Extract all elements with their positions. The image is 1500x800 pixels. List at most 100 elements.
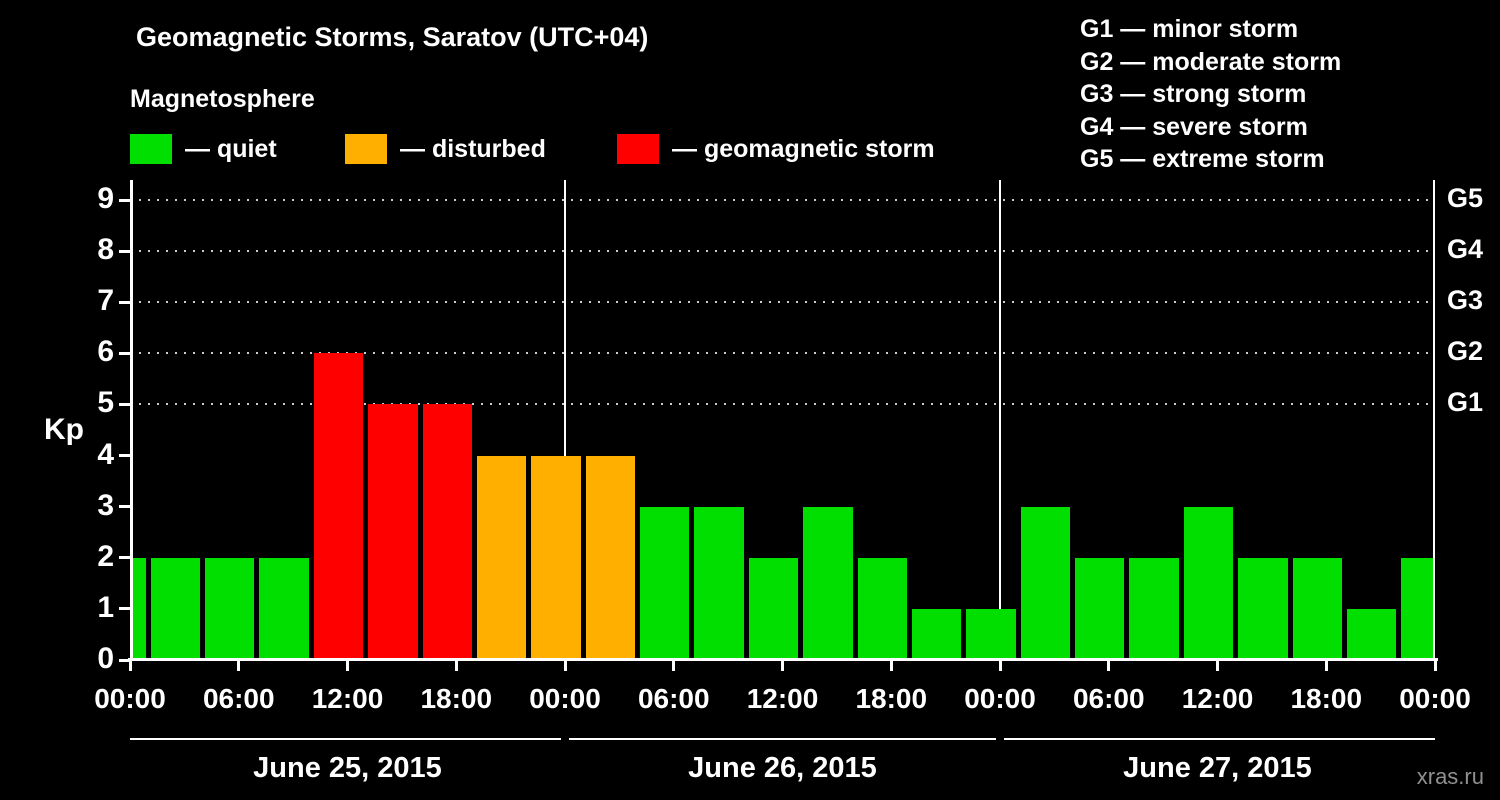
y-axis-tick-label: 9 bbox=[97, 182, 114, 215]
y-axis-tick bbox=[119, 351, 130, 355]
y-axis-tick bbox=[119, 300, 130, 304]
g-legend-item: G5 — extreme storm bbox=[1080, 145, 1325, 173]
kp-bar-quiet bbox=[748, 557, 799, 660]
legend-item-storm: — geomagnetic storm bbox=[617, 133, 935, 165]
kp-bar-quiet bbox=[640, 506, 690, 660]
legend-label-disturbed: — disturbed bbox=[400, 134, 546, 163]
legend-swatch-quiet bbox=[130, 134, 172, 164]
kp-bar-storm bbox=[313, 353, 364, 660]
kp-bar-quiet bbox=[1129, 557, 1179, 660]
kp-bar-quiet bbox=[1075, 557, 1125, 660]
kp-gridline-g4 bbox=[130, 250, 1435, 253]
x-axis-tick bbox=[781, 661, 784, 671]
x-axis-tick bbox=[1324, 661, 1328, 671]
day-boundary-line bbox=[999, 180, 1001, 660]
legend-item-quiet: — quiet bbox=[130, 133, 277, 165]
watermark: xras.ru bbox=[1416, 764, 1484, 789]
y-axis-tick bbox=[119, 505, 130, 509]
x-axis-tick bbox=[346, 661, 349, 671]
day-axis-line bbox=[1004, 738, 1435, 740]
kp-bar-quiet bbox=[857, 557, 907, 660]
legend-label-storm: — geomagnetic storm bbox=[672, 134, 935, 163]
g-legend-item: G3 — strong storm bbox=[1080, 80, 1307, 108]
date-label: June 27, 2015 bbox=[1123, 752, 1312, 784]
date-label: June 26, 2015 bbox=[688, 752, 877, 784]
x-axis-tick bbox=[889, 661, 893, 671]
x-axis-tick bbox=[1433, 661, 1437, 671]
kp-bar-quiet bbox=[1020, 506, 1070, 660]
day-boundary-line bbox=[1433, 180, 1435, 660]
magnetosphere-label: Magnetosphere bbox=[130, 85, 315, 113]
g-level-label: G2 bbox=[1447, 336, 1484, 367]
legend-swatch-storm bbox=[617, 134, 659, 164]
y-axis-tick bbox=[119, 402, 130, 406]
x-axis-tick-label: 06:00 bbox=[1072, 683, 1145, 714]
x-axis-tick-label: 00:00 bbox=[94, 683, 166, 714]
x-axis-tick bbox=[454, 661, 458, 671]
kp-bar-quiet bbox=[694, 506, 744, 660]
g-legend-item: G4 — severe storm bbox=[1080, 112, 1308, 141]
kp-bar-quiet bbox=[259, 557, 309, 660]
kp-bar-quiet bbox=[1238, 557, 1288, 660]
x-axis-tick-label: 00:00 bbox=[964, 683, 1036, 714]
date-label: June 25, 2015 bbox=[253, 752, 442, 784]
x-axis-tick bbox=[672, 661, 676, 671]
kp-bar-disturbed bbox=[585, 455, 635, 660]
x-axis-tick-label: 12:00 bbox=[1181, 683, 1254, 714]
x-axis-tick bbox=[237, 661, 241, 671]
g-level-label: G1 bbox=[1447, 387, 1484, 418]
kp-bar-quiet bbox=[132, 557, 146, 660]
kp-bar-chart bbox=[130, 180, 1435, 660]
y-axis-tick-label: 0 bbox=[97, 642, 114, 675]
kp-bar-quiet bbox=[1183, 506, 1234, 660]
g-level-label: G5 bbox=[1447, 183, 1484, 213]
y-axis-title: Kp bbox=[44, 413, 84, 446]
kp-gridline-g3 bbox=[130, 301, 1435, 304]
kp-bar-quiet bbox=[205, 557, 255, 660]
kp-bar-quiet bbox=[803, 506, 853, 660]
x-axis-tick bbox=[128, 661, 132, 671]
g-level-label: G3 bbox=[1447, 285, 1484, 316]
y-axis-tick bbox=[119, 454, 130, 458]
g-level-label: G4 bbox=[1447, 234, 1484, 265]
x-axis-tick bbox=[563, 661, 567, 671]
x-axis-line bbox=[128, 658, 1438, 661]
legend-swatch-disturbed bbox=[345, 134, 387, 164]
kp-bar-storm bbox=[422, 404, 472, 660]
legend-label-quiet: — quiet bbox=[185, 134, 277, 163]
kp-gridline-g5 bbox=[130, 199, 1435, 201]
day-axis-line bbox=[130, 738, 561, 740]
x-axis-tick-label: 12:00 bbox=[311, 683, 384, 714]
x-axis-tick bbox=[1216, 661, 1219, 671]
page-title: Geomagnetic Storms, Saratov (UTC+04) bbox=[136, 22, 649, 52]
kp-bar-quiet bbox=[911, 608, 962, 660]
y-axis-tick bbox=[119, 249, 130, 253]
x-axis-tick-label: 00:00 bbox=[529, 683, 601, 714]
x-axis-tick-label: 06:00 bbox=[637, 683, 710, 714]
kp-bar-disturbed bbox=[476, 455, 527, 660]
x-axis-tick-label: 18:00 bbox=[855, 683, 928, 714]
kp-bar-quiet bbox=[150, 557, 200, 660]
x-axis-tick-label: 12:00 bbox=[746, 683, 819, 714]
y-axis-tick bbox=[119, 198, 130, 202]
kp-bar-quiet bbox=[966, 608, 1016, 660]
y-axis-tick-label: 2 bbox=[97, 539, 114, 573]
legend-item-disturbed: — disturbed bbox=[345, 133, 546, 165]
x-axis-tick bbox=[998, 661, 1002, 671]
y-axis-line bbox=[130, 180, 133, 660]
y-axis-tick-label: 3 bbox=[97, 488, 114, 522]
y-axis-tick-label: 7 bbox=[97, 284, 114, 318]
y-axis-tick-label: 4 bbox=[97, 437, 114, 471]
g-scale-legend: G1 — minor storm G2 — moderate storm G3 — … bbox=[1080, 13, 1341, 176]
y-axis-tick bbox=[119, 658, 130, 662]
g-legend-item: G1 — minor storm bbox=[1080, 15, 1299, 43]
kp-gridline-g2 bbox=[130, 352, 1435, 355]
y-axis-tick-label: 1 bbox=[97, 590, 114, 624]
kp-bar-quiet bbox=[1346, 608, 1397, 660]
x-axis-tick-label: 00:00 bbox=[1399, 683, 1471, 714]
day-axis-line bbox=[569, 738, 996, 740]
x-axis-tick-label: 06:00 bbox=[202, 683, 275, 714]
kp-gridline-g1 bbox=[130, 403, 1435, 406]
kp-bar-disturbed bbox=[531, 455, 581, 660]
